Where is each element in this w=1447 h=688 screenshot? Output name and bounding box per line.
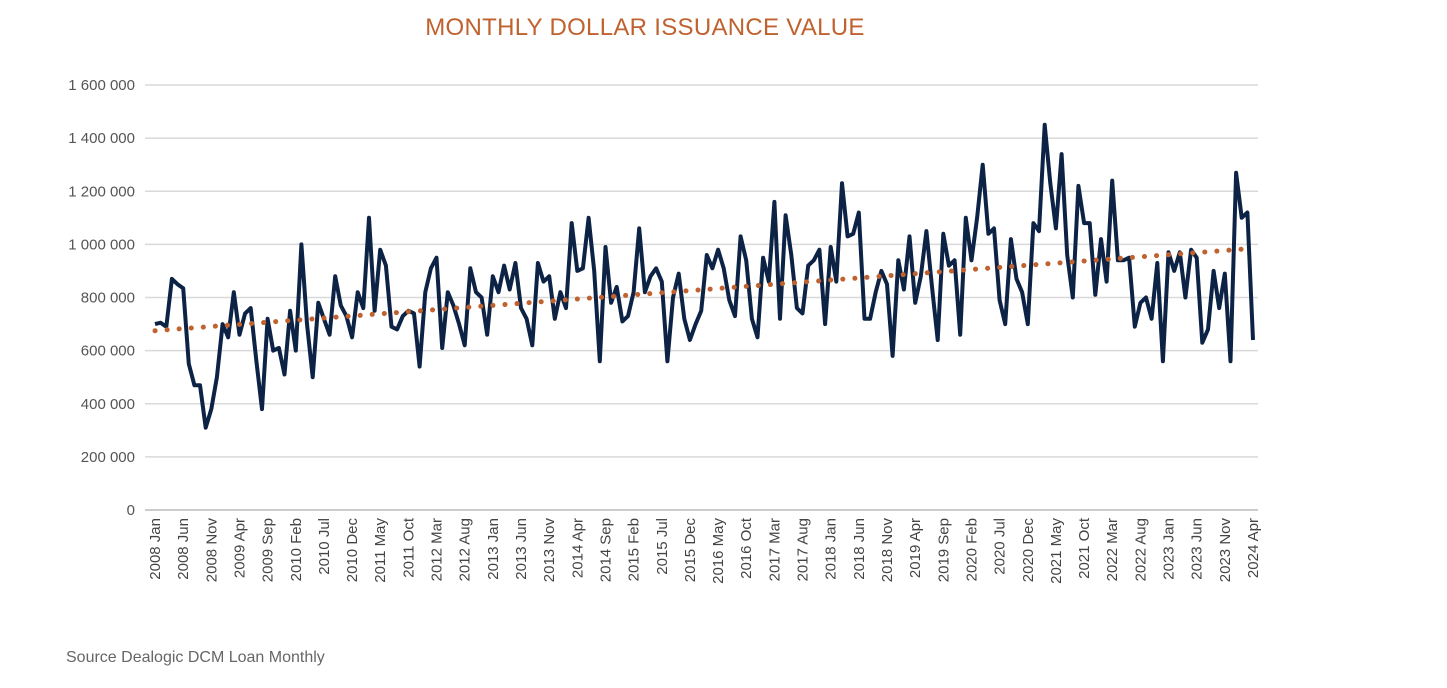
y-tick-label: 600 000	[81, 343, 135, 360]
x-tick-label: 2020 Dec	[1020, 518, 1037, 583]
x-tick-label: 2024 Apr	[1245, 518, 1262, 578]
x-tick-label: 2010 Jul	[316, 518, 333, 575]
x-tick-label: 2008 Jun	[175, 518, 192, 580]
x-tick-label: 2008 Jan	[147, 518, 164, 580]
x-tick-label: 2013 Jan	[485, 518, 502, 580]
x-tick-label: 2022 Mar	[1104, 518, 1121, 581]
x-tick-label: 2015 Jul	[654, 518, 671, 575]
x-tick-label: 2014 Sep	[597, 518, 614, 582]
x-tick-label: 2018 Jun	[851, 518, 868, 580]
x-tick-label: 2011 Oct	[400, 517, 417, 578]
x-tick-label: 2021 May	[1048, 518, 1065, 584]
x-tick-label: 2009 Apr	[231, 518, 248, 578]
x-tick-label: 2020 Feb	[963, 518, 980, 581]
x-tick-label: 2013 Nov	[541, 518, 558, 583]
y-tick-label: 400 000	[81, 396, 135, 413]
x-tick-label: 2016 May	[710, 518, 727, 584]
x-tick-label: 2019 Apr	[907, 518, 924, 578]
y-tick-label: 200 000	[81, 449, 135, 466]
x-tick-label: 2012 Aug	[457, 518, 474, 581]
x-tick-label: 2022 Aug	[1132, 518, 1149, 581]
y-tick-label: 1 200 000	[68, 183, 135, 200]
x-tick-label: 2017 Mar	[766, 518, 783, 581]
trend-line	[152, 245, 1256, 334]
series-line-monthly-issuance	[154, 122, 1255, 430]
x-tick-label: 2015 Dec	[682, 518, 699, 583]
x-tick-label: 2016 Oct	[738, 517, 755, 579]
y-tick-label: 1 400 000	[68, 130, 135, 147]
x-tick-label: 2019 Sep	[935, 518, 952, 582]
x-tick-label: 2015 Feb	[626, 518, 643, 581]
x-tick-label: 2021 Oct	[1076, 517, 1093, 579]
x-tick-label: 2017 Aug	[795, 518, 812, 581]
x-tick-label: 2023 Jan	[1161, 518, 1178, 580]
y-tick-label: 800 000	[81, 290, 135, 307]
x-tick-label: 2014 Apr	[569, 518, 586, 578]
x-tick-label: 2012 Mar	[429, 518, 446, 581]
y-tick-label: 1 600 000	[68, 77, 135, 94]
y-tick-label: 1 000 000	[68, 236, 135, 253]
x-tick-label: 2023 Nov	[1217, 518, 1234, 583]
x-tick-label: 2023 Jun	[1189, 518, 1206, 580]
x-tick-label: 2011 May	[372, 518, 389, 583]
x-tick-label: 2020 Jul	[992, 518, 1009, 575]
line-chart: 0 200 000 400 000 600 000 800 000 1 000 000 1 …	[68, 77, 1262, 584]
x-tick-label: 2009 Sep	[260, 518, 277, 582]
x-tick-label: 2018 Jan	[823, 518, 840, 580]
x-tick-label: 2008 Nov	[203, 518, 220, 583]
x-tick-label: 2013 Jun	[513, 518, 530, 580]
x-tick-label: 2010 Dec	[344, 518, 361, 583]
x-tick-label: 2018 Nov	[879, 518, 896, 583]
source-note: Source Dealogic DCM Loan Monthly	[66, 649, 325, 666]
y-tick-label: 0	[127, 502, 135, 519]
x-tick-label: 2010 Feb	[288, 518, 305, 581]
chart-title: MONTHLY DOLLAR ISSUANCE VALUE	[425, 14, 865, 41]
